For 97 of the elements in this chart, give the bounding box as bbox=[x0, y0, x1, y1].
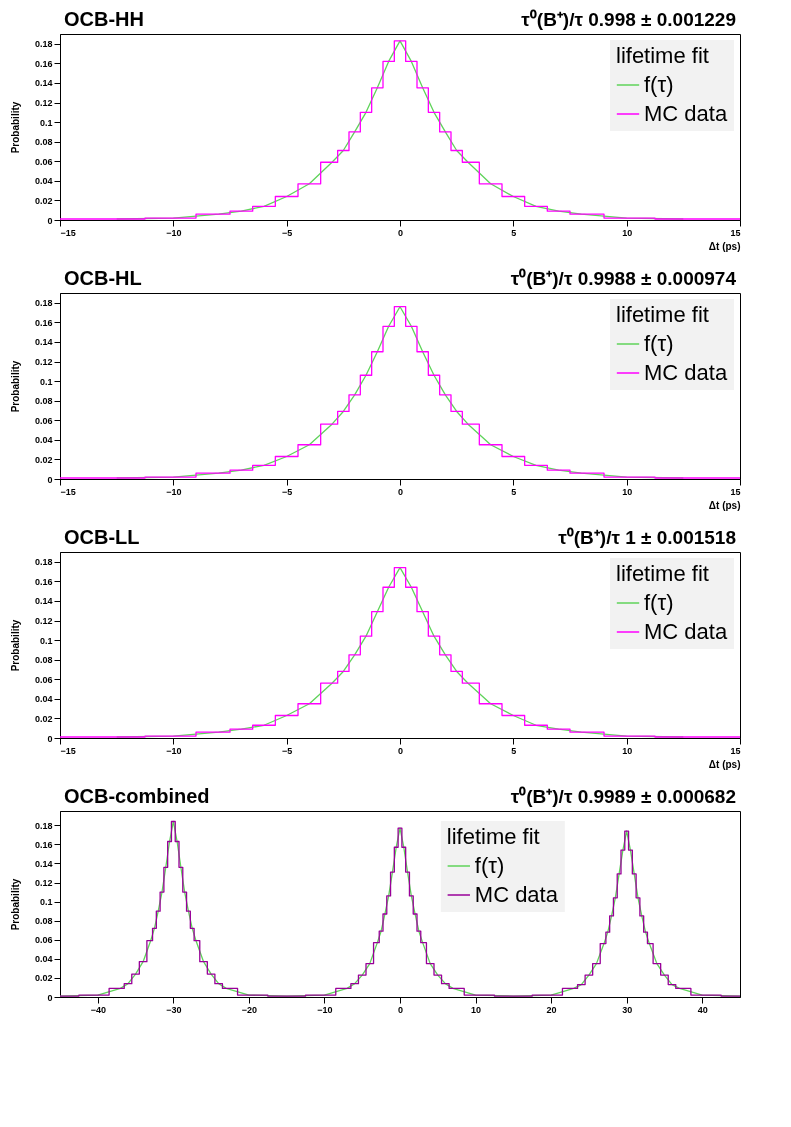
x-tick-label: −30 bbox=[166, 1004, 182, 1015]
x-tick-label: 0 bbox=[397, 486, 404, 497]
legend-label: f(τ) bbox=[644, 590, 674, 615]
x-tick-label: 0 bbox=[397, 1004, 404, 1015]
x-tick-label: −15 bbox=[60, 227, 76, 238]
y-axis-title: Probability bbox=[9, 619, 21, 672]
x-tick-label: −15 bbox=[60, 745, 76, 756]
legend-label: MC data bbox=[644, 619, 728, 644]
y-tick-label: 0.1 bbox=[39, 376, 53, 387]
y-tick-label: 0.14 bbox=[34, 596, 53, 607]
y-tick-label: 0.12 bbox=[34, 616, 53, 627]
chart-title: OCB-HL bbox=[64, 267, 142, 289]
legend-label: MC data bbox=[644, 360, 728, 385]
y-tick-label: 0.04 bbox=[34, 694, 53, 705]
x-tick-label: 30 bbox=[622, 1004, 633, 1015]
y-tick-label: 0.02 bbox=[34, 454, 53, 465]
x-tick-label: −5 bbox=[282, 745, 293, 756]
y-tick-label: 0.08 bbox=[34, 396, 53, 407]
legend-label: MC data bbox=[644, 101, 728, 126]
y-tick-label: 0.06 bbox=[34, 674, 53, 685]
x-tick-label: 5 bbox=[511, 227, 517, 238]
x-tick-label: 10 bbox=[622, 227, 633, 238]
text: τ⁰(B⁺)/τ 1 ± 0.001518 bbox=[558, 527, 736, 548]
y-tick-label: 0.08 bbox=[34, 916, 53, 927]
legend-title: lifetime fit bbox=[616, 302, 709, 327]
y-tick-label: 0.06 bbox=[34, 415, 53, 426]
x-tick-label: 20 bbox=[546, 1004, 557, 1015]
y-tick-label: 0.14 bbox=[34, 337, 53, 348]
y-tick-label: 0.16 bbox=[34, 58, 53, 69]
y-tick-label: 0.12 bbox=[34, 878, 53, 889]
y-tick-label: 0.02 bbox=[34, 195, 53, 206]
y-tick-label: 0.1 bbox=[39, 117, 53, 128]
x-axis-title: Δt (ps) bbox=[708, 758, 741, 770]
x-tick-label: −10 bbox=[166, 745, 182, 756]
y-tick-label: 0.04 bbox=[34, 435, 53, 446]
y-tick-label: 0.1 bbox=[39, 897, 53, 908]
text: τ⁰(B⁺)/τ 0.9989 ± 0.000682 bbox=[510, 786, 736, 807]
y-tick-label: 0.08 bbox=[34, 137, 53, 148]
x-axis-title: Δt (ps) bbox=[708, 499, 741, 511]
x-tick-label: −10 bbox=[166, 486, 182, 497]
y-tick-label: 0 bbox=[47, 733, 53, 744]
y-axis-title: Probability bbox=[9, 878, 21, 931]
x-tick-label: 15 bbox=[730, 227, 741, 238]
y-tick-label: 0.12 bbox=[34, 357, 53, 368]
y-tick-label: 0.06 bbox=[34, 156, 53, 167]
y-tick-label: 0.18 bbox=[34, 820, 53, 831]
x-axis-title: Δt (ps) bbox=[708, 240, 741, 252]
x-tick-label: 40 bbox=[697, 1004, 708, 1015]
y-tick-label: 0.14 bbox=[34, 858, 53, 869]
x-tick-label: 5 bbox=[511, 486, 517, 497]
x-tick-label: 10 bbox=[622, 745, 633, 756]
legend-label: f(τ) bbox=[474, 853, 505, 878]
x-tick-label: 10 bbox=[622, 486, 633, 497]
y-tick-label: 0.04 bbox=[34, 954, 53, 965]
x-tick-label: −5 bbox=[282, 486, 293, 497]
y-tick-label: 0.14 bbox=[34, 78, 53, 89]
y-tick-label: 0 bbox=[47, 215, 53, 226]
chart-title: OCB-LL bbox=[64, 526, 140, 548]
y-tick-label: 0.18 bbox=[34, 39, 53, 50]
y-tick-label: 0.1 bbox=[39, 635, 53, 646]
y-tick-label: 0 bbox=[47, 992, 53, 1003]
x-tick-label: 0 bbox=[397, 227, 404, 238]
text: τ⁰(B⁺)/τ 0.998 ± 0.001229 bbox=[521, 9, 736, 30]
x-tick-label: −15 bbox=[60, 486, 76, 497]
x-tick-label: 10 bbox=[471, 1004, 482, 1015]
y-axis-title: Probability bbox=[9, 360, 21, 413]
y-tick-label: 0.04 bbox=[34, 176, 53, 187]
legend-title: lifetime fit bbox=[446, 824, 540, 849]
y-axis-title: Probability bbox=[9, 101, 21, 154]
legend-label: MC data bbox=[474, 882, 559, 907]
y-tick-label: 0.18 bbox=[34, 557, 53, 568]
text: τ⁰(B⁺)/τ 0.9988 ± 0.000974 bbox=[510, 268, 737, 289]
y-tick-label: 0.16 bbox=[34, 839, 53, 850]
y-tick-label: 0.02 bbox=[34, 713, 53, 724]
chart-title: OCB-HH bbox=[64, 8, 144, 30]
legend-title: lifetime fit bbox=[616, 561, 709, 586]
x-tick-label: 15 bbox=[730, 486, 741, 497]
y-tick-label: 0.06 bbox=[34, 935, 53, 946]
y-tick-label: 0.16 bbox=[34, 317, 53, 328]
legend-label: f(τ) bbox=[644, 72, 674, 97]
x-tick-label: −5 bbox=[282, 227, 293, 238]
y-tick-label: 0.18 bbox=[34, 298, 53, 309]
x-tick-label: −10 bbox=[317, 1004, 333, 1015]
y-tick-label: 0.12 bbox=[34, 98, 53, 109]
chart-title: OCB-combined bbox=[64, 785, 210, 807]
y-tick-label: 0.02 bbox=[34, 973, 53, 984]
x-tick-label: −20 bbox=[241, 1004, 258, 1015]
y-tick-label: 0.16 bbox=[34, 576, 53, 587]
x-tick-label: 5 bbox=[511, 745, 517, 756]
y-tick-label: 0 bbox=[47, 474, 53, 485]
x-tick-label: −10 bbox=[166, 227, 182, 238]
legend-label: f(τ) bbox=[644, 331, 674, 356]
x-tick-label: −40 bbox=[90, 1004, 106, 1015]
legend-title: lifetime fit bbox=[616, 43, 709, 68]
x-tick-label: 0 bbox=[397, 745, 404, 756]
x-tick-label: 15 bbox=[730, 745, 741, 756]
y-tick-label: 0.08 bbox=[34, 655, 53, 666]
